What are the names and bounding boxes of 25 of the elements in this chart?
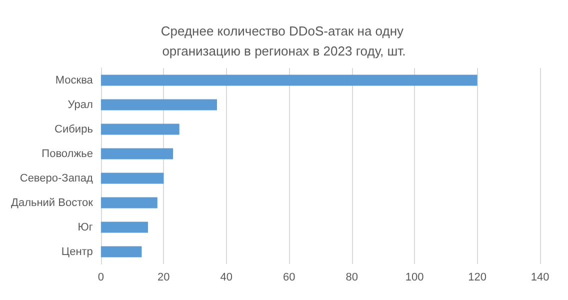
y-tick-label: Северо-Запад <box>20 172 94 184</box>
x-tick-label: 20 <box>158 272 170 284</box>
bar <box>100 99 217 110</box>
x-tick-label: 140 <box>530 272 550 284</box>
bar <box>100 246 142 258</box>
y-tick-label: Сибирь <box>54 123 94 136</box>
y-tick-label: Москва <box>55 74 94 86</box>
y-tick-label: Дальний Восток <box>11 196 94 209</box>
bar <box>100 172 164 184</box>
x-tick-label: 40 <box>220 272 233 284</box>
x-tick-label: 120 <box>468 272 486 284</box>
bar <box>100 74 478 86</box>
x-tick-label: 100 <box>405 272 424 284</box>
bar <box>100 197 158 208</box>
bar <box>100 222 148 233</box>
bar <box>100 124 180 135</box>
x-tick-label: 80 <box>346 272 358 284</box>
y-tick-label: Поволжье <box>42 148 93 160</box>
chart-title: Среднее количество DDoS-атак на одну организацию в регионах в 2023 году, шт. <box>160 24 408 58</box>
x-tick-label: 0 <box>98 272 104 284</box>
bar <box>100 148 174 160</box>
x-tick-label: 60 <box>282 272 296 284</box>
y-tick-label: Урал <box>68 98 93 111</box>
y-tick-label: Юг <box>78 221 93 234</box>
y-tick-label: Центр <box>61 246 93 258</box>
